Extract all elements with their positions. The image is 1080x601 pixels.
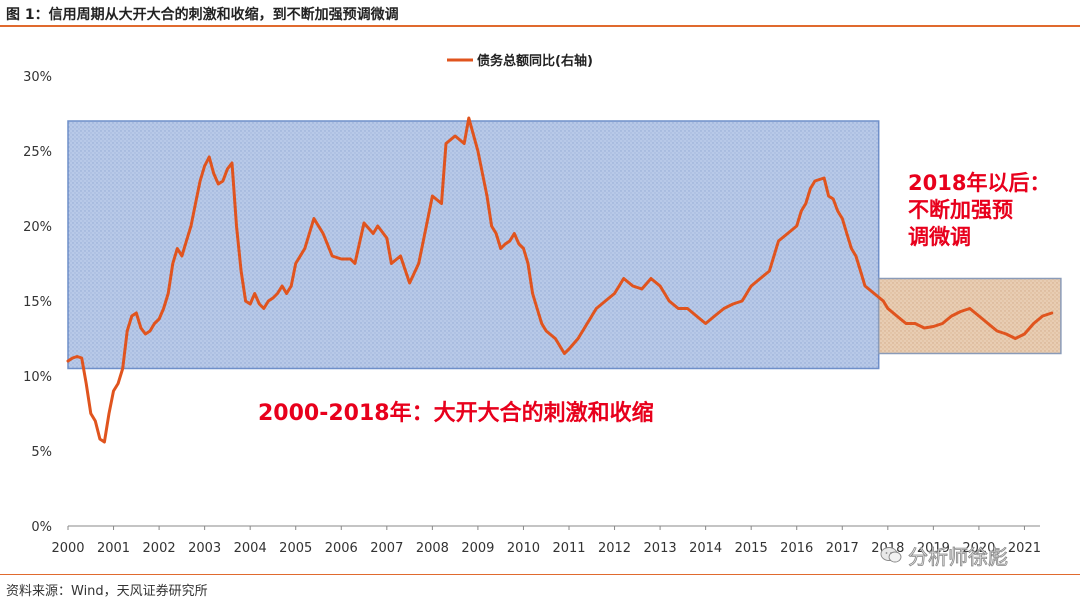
- highlight-region-1: [67, 120, 880, 370]
- x-tick-label: 2011: [552, 541, 585, 556]
- line-chart: 0% 5% 10% 15% 20% 25% 30% 2000 2001 2002 2003 2004 2…: [23, 53, 1062, 556]
- watermark: 分析师徐彪: [880, 540, 1050, 570]
- legend-label: 债务总额同比(右轴): [477, 53, 593, 69]
- header-bar: 图 1：信用周期从大开大合的刺激和收缩，到不断加强预调微调: [0, 0, 1080, 27]
- x-tick-label: 2004: [234, 541, 267, 556]
- x-tick-label: 2013: [644, 541, 677, 556]
- source-note: 资料来源：Wind，天风证券研究所: [6, 584, 208, 599]
- x-tick-label: 2017: [826, 541, 859, 556]
- y-tick-label: 30%: [23, 70, 52, 85]
- y-tick-label: 0%: [31, 520, 52, 535]
- footer-divider: [0, 574, 1080, 575]
- x-tick-label: 2019: [917, 541, 950, 556]
- x-tick-label: 2008: [416, 541, 449, 556]
- wechat-icon: [880, 547, 902, 563]
- x-tick-label: 2016: [780, 541, 813, 556]
- x-tick-label: 2009: [461, 541, 494, 556]
- y-tick-label: 15%: [23, 295, 52, 310]
- y-tick-label: 10%: [23, 370, 52, 385]
- x-tick-label: 2007: [370, 541, 403, 556]
- annotation-after-2018-line-2: 不断加强预: [908, 198, 1013, 222]
- x-tick-label: 2006: [325, 541, 358, 556]
- x-tick-label: 2014: [689, 541, 722, 556]
- x-tick-label: 2000: [51, 541, 84, 556]
- figure-title: 图 1：信用周期从大开大合的刺激和收缩，到不断加强预调微调: [6, 7, 399, 23]
- annotation-after-2018-line-3: 调微调: [908, 225, 971, 249]
- annotation-2000-2018: 2000-2018年：大开大合的刺激和收缩: [258, 400, 654, 426]
- x-tick-label: 2003: [188, 541, 221, 556]
- x-tick-label: 2002: [143, 541, 176, 556]
- x-tick-label: 2015: [735, 541, 768, 556]
- x-tick-label: 2001: [97, 541, 130, 556]
- x-tick-label: 2010: [507, 541, 540, 556]
- annotation-after-2018-line-1: 2018年以后：: [908, 171, 1050, 195]
- x-tick-label: 2005: [279, 541, 312, 556]
- highlight-region-2: [877, 277, 1062, 355]
- series-line-debt-growth: [66, 116, 1054, 444]
- y-tick-label: 5%: [31, 445, 52, 460]
- x-tick-label: 2021: [1008, 541, 1041, 556]
- x-tick-label: 2020: [962, 541, 995, 556]
- y-tick-label: 20%: [23, 220, 52, 235]
- y-tick-label: 25%: [23, 145, 52, 160]
- watermark-text: 分析师徐彪: [908, 544, 1009, 569]
- x-tick-label: 2012: [598, 541, 631, 556]
